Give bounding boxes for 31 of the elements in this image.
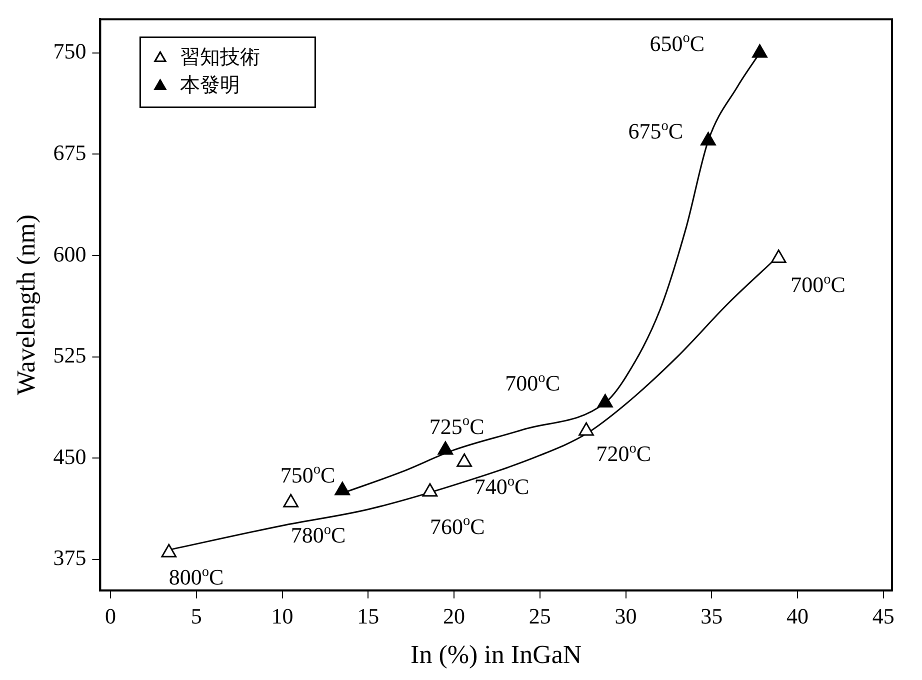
y-tick-label: 375 (53, 545, 86, 570)
x-tick-label: 0 (105, 603, 116, 628)
point (334, 482, 350, 496)
legend-label: 習知技術 (180, 44, 260, 68)
x-tick-label: 15 (357, 603, 380, 628)
point (161, 544, 177, 558)
x-tick-label: 5 (190, 603, 202, 628)
y-tick-label: 600 (53, 241, 86, 266)
y-tick-label: 675 (53, 140, 86, 166)
point (700, 132, 716, 146)
x-tick-label: 20 (443, 603, 466, 628)
point (438, 441, 454, 455)
x-tick-label: 30 (614, 603, 637, 628)
point (422, 483, 438, 497)
point (283, 494, 299, 508)
x-tick-label: 45 (872, 603, 894, 628)
y-tick-label: 525 (53, 342, 86, 368)
y-axis-title: Wavelength (nm) (11, 214, 40, 396)
point (597, 394, 613, 408)
point (578, 422, 594, 436)
x-tick-label: 10 (271, 603, 294, 628)
x-tick-label: 40 (786, 603, 809, 628)
legend-label: 本發明 (180, 72, 240, 96)
point (752, 44, 768, 58)
x-axis-title: In (%) in InGaN (410, 640, 582, 670)
point (456, 453, 472, 467)
y-tick-label: 750 (53, 38, 86, 64)
x-tick-label: 35 (700, 603, 723, 628)
point (770, 249, 786, 263)
y-tick-label: 450 (53, 444, 86, 469)
x-tick-label: 25 (528, 603, 551, 628)
